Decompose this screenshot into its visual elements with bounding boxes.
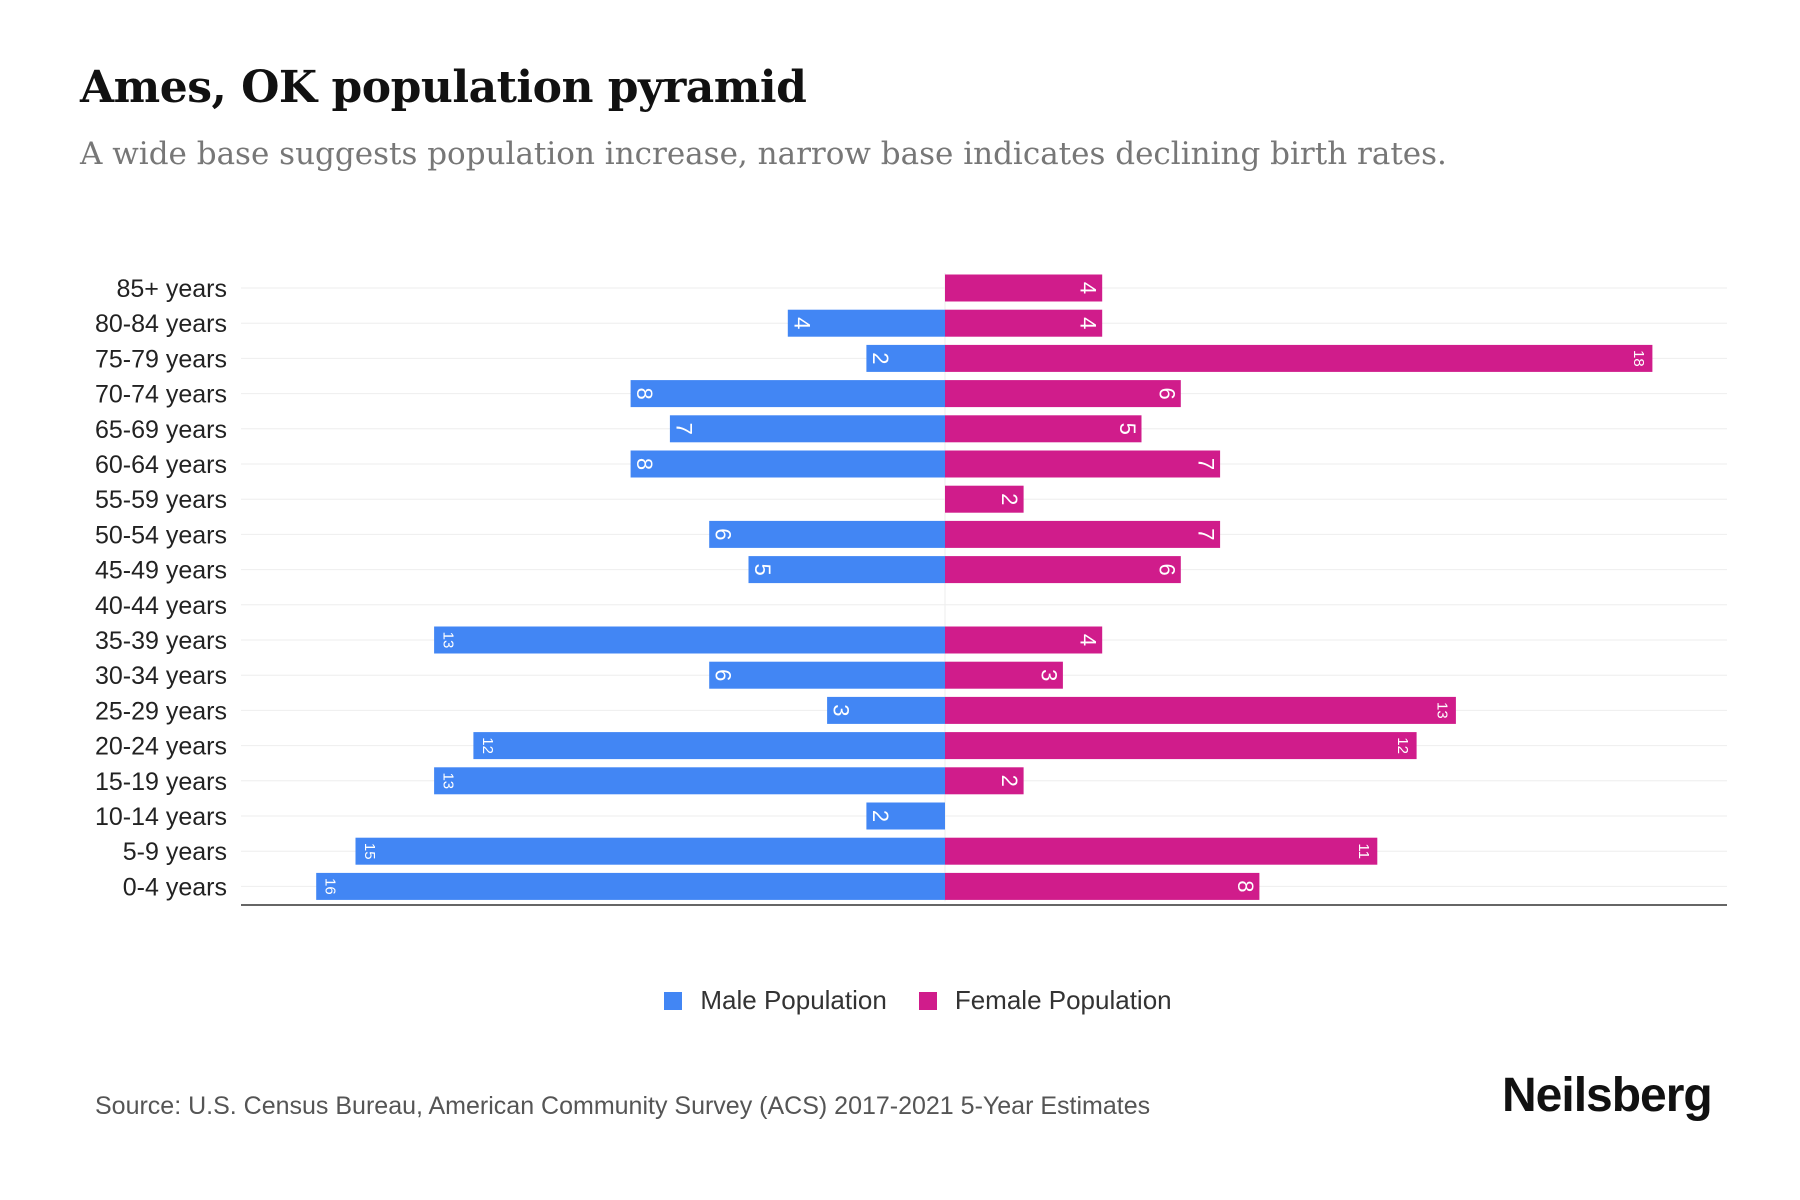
- category-label: 40-44 years: [95, 592, 227, 620]
- category-label: 35-39 years: [95, 627, 227, 655]
- male-value-label: 13: [440, 632, 457, 649]
- male-value-label: 6: [711, 528, 736, 540]
- male-bar: [473, 732, 945, 760]
- female-value-label: 7: [1194, 458, 1219, 470]
- category-label: 80-84 years: [95, 310, 227, 338]
- category-label: 70-74 years: [95, 381, 227, 409]
- male-value-label: 2: [868, 352, 893, 364]
- female-value-label: 4: [1076, 317, 1101, 329]
- male-value-label: 5: [750, 563, 775, 575]
- category-label: 25-29 years: [95, 697, 227, 725]
- male-bar: [630, 380, 945, 408]
- neilsberg-logo: Neilsberg: [1502, 1069, 1713, 1122]
- female-value-label: 6: [1154, 387, 1179, 399]
- female-value-label: 8: [1233, 880, 1258, 892]
- male-bar: [827, 696, 945, 724]
- category-label: 5-9 years: [123, 838, 227, 866]
- female-bar: [945, 732, 1417, 760]
- male-bar: [866, 344, 945, 372]
- female-value-label: 4: [1076, 282, 1101, 294]
- legend-label-female: Female Population: [954, 985, 1172, 1015]
- female-bar: [945, 696, 1456, 724]
- male-bar: [316, 872, 945, 900]
- category-label: 0-4 years: [123, 873, 227, 901]
- male-value-label: 4: [789, 317, 814, 329]
- category-label: 50-54 years: [95, 521, 227, 549]
- female-value-label: 13: [1433, 702, 1450, 719]
- category-label: 85+ years: [117, 275, 228, 303]
- female-value-label: 6: [1154, 563, 1179, 575]
- female-value-label: 5: [1115, 423, 1140, 435]
- female-bar: [945, 661, 1063, 689]
- male-value-label: 16: [322, 878, 339, 895]
- legend-swatch-female: [918, 991, 937, 1010]
- category-label: 45-49 years: [95, 557, 227, 585]
- female-value-label: 12: [1394, 737, 1411, 754]
- male-value-label: 15: [361, 843, 378, 860]
- female-value-label: 3: [1036, 669, 1061, 681]
- legend-label-male: Male Population: [700, 985, 887, 1015]
- male-bar: [355, 837, 945, 865]
- legend-item-female[interactable]: Female Population: [918, 985, 1172, 1016]
- category-label: 15-19 years: [95, 768, 227, 796]
- male-bar: [434, 767, 945, 795]
- female-bar: [945, 344, 1653, 372]
- male-value-label: 8: [632, 387, 657, 399]
- category-label: 10-14 years: [95, 803, 227, 831]
- male-value-label: 13: [440, 772, 457, 789]
- male-value-label: 7: [671, 423, 696, 435]
- female-value-label: 2: [997, 775, 1022, 787]
- female-bar: [945, 872, 1260, 900]
- pyramid-chart: 85+ years 80-84 years 75-79 years 70-74 yea…: [95, 273, 1727, 906]
- male-bar: [709, 661, 945, 689]
- male-bar: [709, 520, 945, 548]
- source-note: Source: U.S. Census Bureau, American Com…: [95, 1092, 1151, 1120]
- female-value-label: 18: [1630, 350, 1647, 367]
- female-bar: [945, 380, 1181, 408]
- chart-title: Ames, OK population pyramid: [80, 62, 807, 113]
- female-value-label: 11: [1355, 843, 1372, 859]
- female-bar: [945, 450, 1221, 478]
- category-label: 30-34 years: [95, 662, 227, 690]
- female-bar: [945, 309, 1103, 337]
- female-bar: [945, 520, 1221, 548]
- female-bar: [945, 767, 1024, 795]
- female-bar: [945, 837, 1378, 865]
- female-value-label: 4: [1076, 634, 1101, 646]
- legend-item-male[interactable]: Male Population: [664, 985, 887, 1016]
- male-value-label: 6: [711, 669, 736, 681]
- male-bar: [434, 626, 945, 654]
- category-label: 55-59 years: [95, 486, 227, 514]
- female-bar: [945, 556, 1181, 584]
- female-bar: [945, 274, 1103, 302]
- male-bar: [748, 556, 945, 584]
- female-bar: [945, 485, 1024, 513]
- category-label: 65-69 years: [95, 416, 227, 444]
- male-value-label: 3: [829, 704, 854, 716]
- category-label: 20-24 years: [95, 733, 227, 761]
- category-label: 75-79 years: [95, 345, 227, 373]
- male-bar: [669, 415, 945, 443]
- category-label: 60-64 years: [95, 451, 227, 479]
- chart-subtitle: A wide base suggests population increase…: [80, 136, 1447, 172]
- legend-swatch-male: [664, 991, 683, 1010]
- male-value-label: 12: [479, 737, 496, 754]
- male-value-label: 8: [632, 458, 657, 470]
- male-bar: [866, 802, 945, 830]
- legend: Male Population Female Population: [0, 985, 1800, 1016]
- female-bar: [945, 415, 1142, 443]
- male-value-label: 2: [868, 810, 893, 822]
- female-bar: [945, 626, 1103, 654]
- female-value-label: 7: [1194, 528, 1219, 540]
- female-value-label: 2: [997, 493, 1022, 505]
- male-bar: [787, 309, 945, 337]
- male-bar: [630, 450, 945, 478]
